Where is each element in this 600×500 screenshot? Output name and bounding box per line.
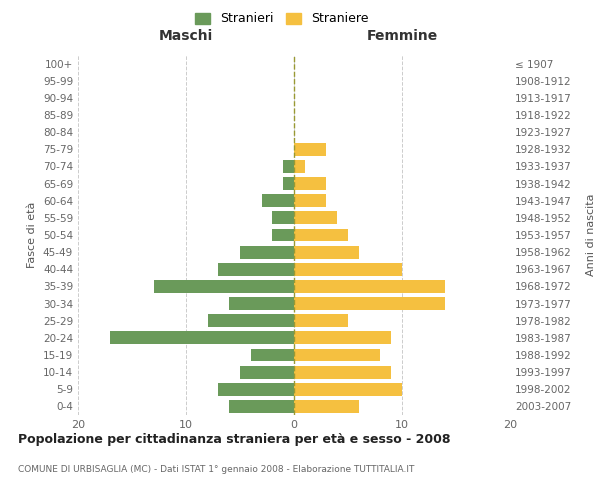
Bar [294,143,326,156]
Bar [294,383,402,396]
Text: Femmine: Femmine [367,29,437,43]
Bar [294,366,391,378]
Bar [294,212,337,224]
Bar [294,280,445,293]
Bar [272,212,294,224]
Bar [229,297,294,310]
Bar [240,246,294,258]
Bar [294,332,391,344]
Bar [154,280,294,293]
Bar [283,160,294,173]
Bar [294,400,359,413]
Bar [208,314,294,327]
Bar [110,332,294,344]
Bar [272,228,294,241]
Bar [218,383,294,396]
Bar [262,194,294,207]
Y-axis label: Fasce di età: Fasce di età [28,202,37,268]
Legend: Stranieri, Straniere: Stranieri, Straniere [191,8,373,29]
Bar [294,263,402,276]
Bar [294,297,445,310]
Bar [294,246,359,258]
Y-axis label: Anni di nascita: Anni di nascita [586,194,596,276]
Bar [218,263,294,276]
Bar [240,366,294,378]
Text: Popolazione per cittadinanza straniera per età e sesso - 2008: Popolazione per cittadinanza straniera p… [18,432,451,446]
Bar [294,177,326,190]
Bar [294,228,348,241]
Bar [229,400,294,413]
Bar [283,177,294,190]
Bar [251,348,294,362]
Bar [294,314,348,327]
Text: Maschi: Maschi [159,29,213,43]
Bar [294,160,305,173]
Bar [294,194,326,207]
Bar [294,348,380,362]
Text: COMUNE DI URBISAGLIA (MC) - Dati ISTAT 1° gennaio 2008 - Elaborazione TUTTITALIA: COMUNE DI URBISAGLIA (MC) - Dati ISTAT 1… [18,465,415,474]
